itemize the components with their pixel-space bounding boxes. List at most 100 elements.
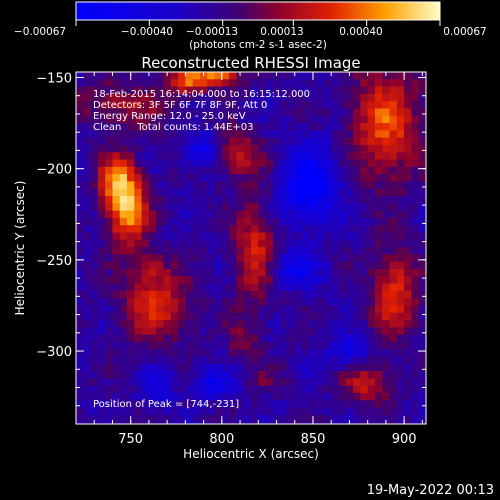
heatmap-cell bbox=[323, 210, 332, 219]
heatmap-cell bbox=[134, 356, 143, 365]
heatmap-cell bbox=[258, 159, 267, 168]
heatmap-cell bbox=[323, 305, 332, 314]
heatmap-cell bbox=[419, 429, 427, 437]
heatmap-cell bbox=[134, 378, 143, 387]
heatmap-cell bbox=[353, 290, 361, 299]
heatmap-cell bbox=[148, 72, 157, 80]
heatmap-cell bbox=[411, 137, 420, 146]
heatmap-cell bbox=[214, 268, 223, 277]
heatmap-cell bbox=[229, 407, 238, 416]
heatmap-cell bbox=[199, 371, 208, 380]
heatmap-cell bbox=[374, 414, 383, 423]
heatmap-cell bbox=[360, 363, 369, 372]
heatmap-cell bbox=[404, 385, 413, 394]
heatmap-cell bbox=[251, 349, 259, 358]
heatmap-cell bbox=[345, 217, 354, 226]
heatmap-cell bbox=[236, 166, 245, 175]
heatmap-cell bbox=[178, 210, 186, 219]
heatmap-cell bbox=[287, 210, 296, 219]
heatmap-cell bbox=[426, 327, 434, 335]
heatmap-cell bbox=[360, 232, 369, 241]
heatmap-cell bbox=[251, 407, 259, 416]
heatmap-cell bbox=[374, 203, 383, 212]
heatmap-cell bbox=[418, 174, 426, 183]
heatmap-cell bbox=[200, 429, 208, 437]
heatmap-cell bbox=[426, 160, 434, 168]
heatmap-cell bbox=[418, 247, 426, 255]
heatmap-cell bbox=[105, 254, 114, 263]
heatmap-cell bbox=[374, 210, 383, 219]
heatmap-cell bbox=[83, 217, 92, 226]
heatmap-cell bbox=[119, 261, 128, 270]
heatmap-cell bbox=[265, 261, 274, 270]
heatmap-cell bbox=[90, 232, 99, 241]
heatmap-cell bbox=[229, 115, 238, 124]
heatmap-cell bbox=[374, 166, 383, 175]
heatmap-cell bbox=[265, 93, 274, 102]
heatmap-cell bbox=[374, 188, 383, 197]
heatmap-cell bbox=[331, 115, 340, 124]
heatmap-cell bbox=[170, 188, 179, 197]
heatmap-cell bbox=[323, 349, 332, 358]
heatmap-cell bbox=[236, 407, 245, 416]
heatmap-cell bbox=[287, 217, 296, 226]
heatmap-cell bbox=[374, 356, 383, 365]
heatmap-cell bbox=[236, 385, 245, 394]
footer-date: 19-May-2022 00:13 bbox=[367, 483, 494, 498]
heatmap-cell bbox=[287, 414, 296, 423]
heatmap-cell bbox=[389, 232, 398, 241]
heatmap-cell bbox=[338, 312, 347, 321]
heatmap-cell bbox=[148, 181, 157, 190]
heatmap-cell bbox=[323, 196, 332, 204]
heatmap-cell bbox=[90, 327, 99, 336]
heatmap-cell bbox=[243, 363, 252, 372]
heatmap-cell bbox=[207, 356, 216, 365]
heatmap-cell bbox=[127, 225, 135, 234]
heatmap-cell bbox=[207, 400, 216, 409]
heatmap-cell bbox=[83, 392, 92, 401]
heatmap-cell bbox=[141, 159, 150, 168]
heatmap-cell bbox=[323, 166, 332, 175]
colorbar-units-label: (photons cm-2 s-1 asec-2) bbox=[189, 39, 327, 51]
heatmap-cell bbox=[148, 196, 157, 204]
heatmap-cell bbox=[105, 341, 114, 350]
heatmap-cell bbox=[112, 261, 121, 270]
heatmap-cell bbox=[229, 276, 238, 285]
heatmap-cell bbox=[214, 283, 223, 292]
heatmap-cell bbox=[338, 225, 347, 234]
heatmap-cell bbox=[331, 320, 340, 328]
heatmap-cell bbox=[243, 232, 252, 241]
heatmap-cell bbox=[170, 152, 179, 161]
heatmap-cell bbox=[236, 123, 245, 131]
heatmap-cell bbox=[127, 115, 135, 124]
heatmap-cell bbox=[97, 203, 106, 212]
heatmap-cell bbox=[323, 181, 332, 190]
heatmap-cell bbox=[389, 320, 398, 328]
heatmap-cell bbox=[338, 378, 347, 387]
heatmap-cell bbox=[112, 247, 121, 255]
heatmap-cell bbox=[302, 290, 310, 299]
heatmap-cell bbox=[221, 196, 230, 204]
heatmap-cell bbox=[178, 115, 186, 124]
heatmap-cell bbox=[280, 137, 289, 146]
heatmap-cell bbox=[251, 400, 259, 409]
heatmap-cell bbox=[265, 305, 274, 314]
heatmap-cell bbox=[272, 305, 281, 314]
heatmap-cell bbox=[90, 378, 99, 387]
heatmap-cell bbox=[207, 320, 216, 328]
heatmap-cell bbox=[134, 312, 143, 321]
heatmap-cell bbox=[331, 79, 340, 88]
heatmap-cell bbox=[338, 123, 347, 131]
heatmap-cell bbox=[258, 93, 267, 102]
heatmap-cell bbox=[163, 225, 172, 234]
heatmap-cell bbox=[214, 276, 223, 285]
heatmap-cell bbox=[411, 115, 420, 124]
heatmap-cell bbox=[353, 414, 361, 423]
heatmap-cell bbox=[251, 174, 259, 183]
heatmap-cell bbox=[404, 247, 413, 255]
heatmap-cell bbox=[134, 188, 143, 197]
heatmap-cell bbox=[389, 188, 398, 197]
heatmap-cell bbox=[367, 268, 376, 277]
heatmap-cell bbox=[214, 327, 223, 336]
heatmap-cell bbox=[360, 166, 369, 175]
